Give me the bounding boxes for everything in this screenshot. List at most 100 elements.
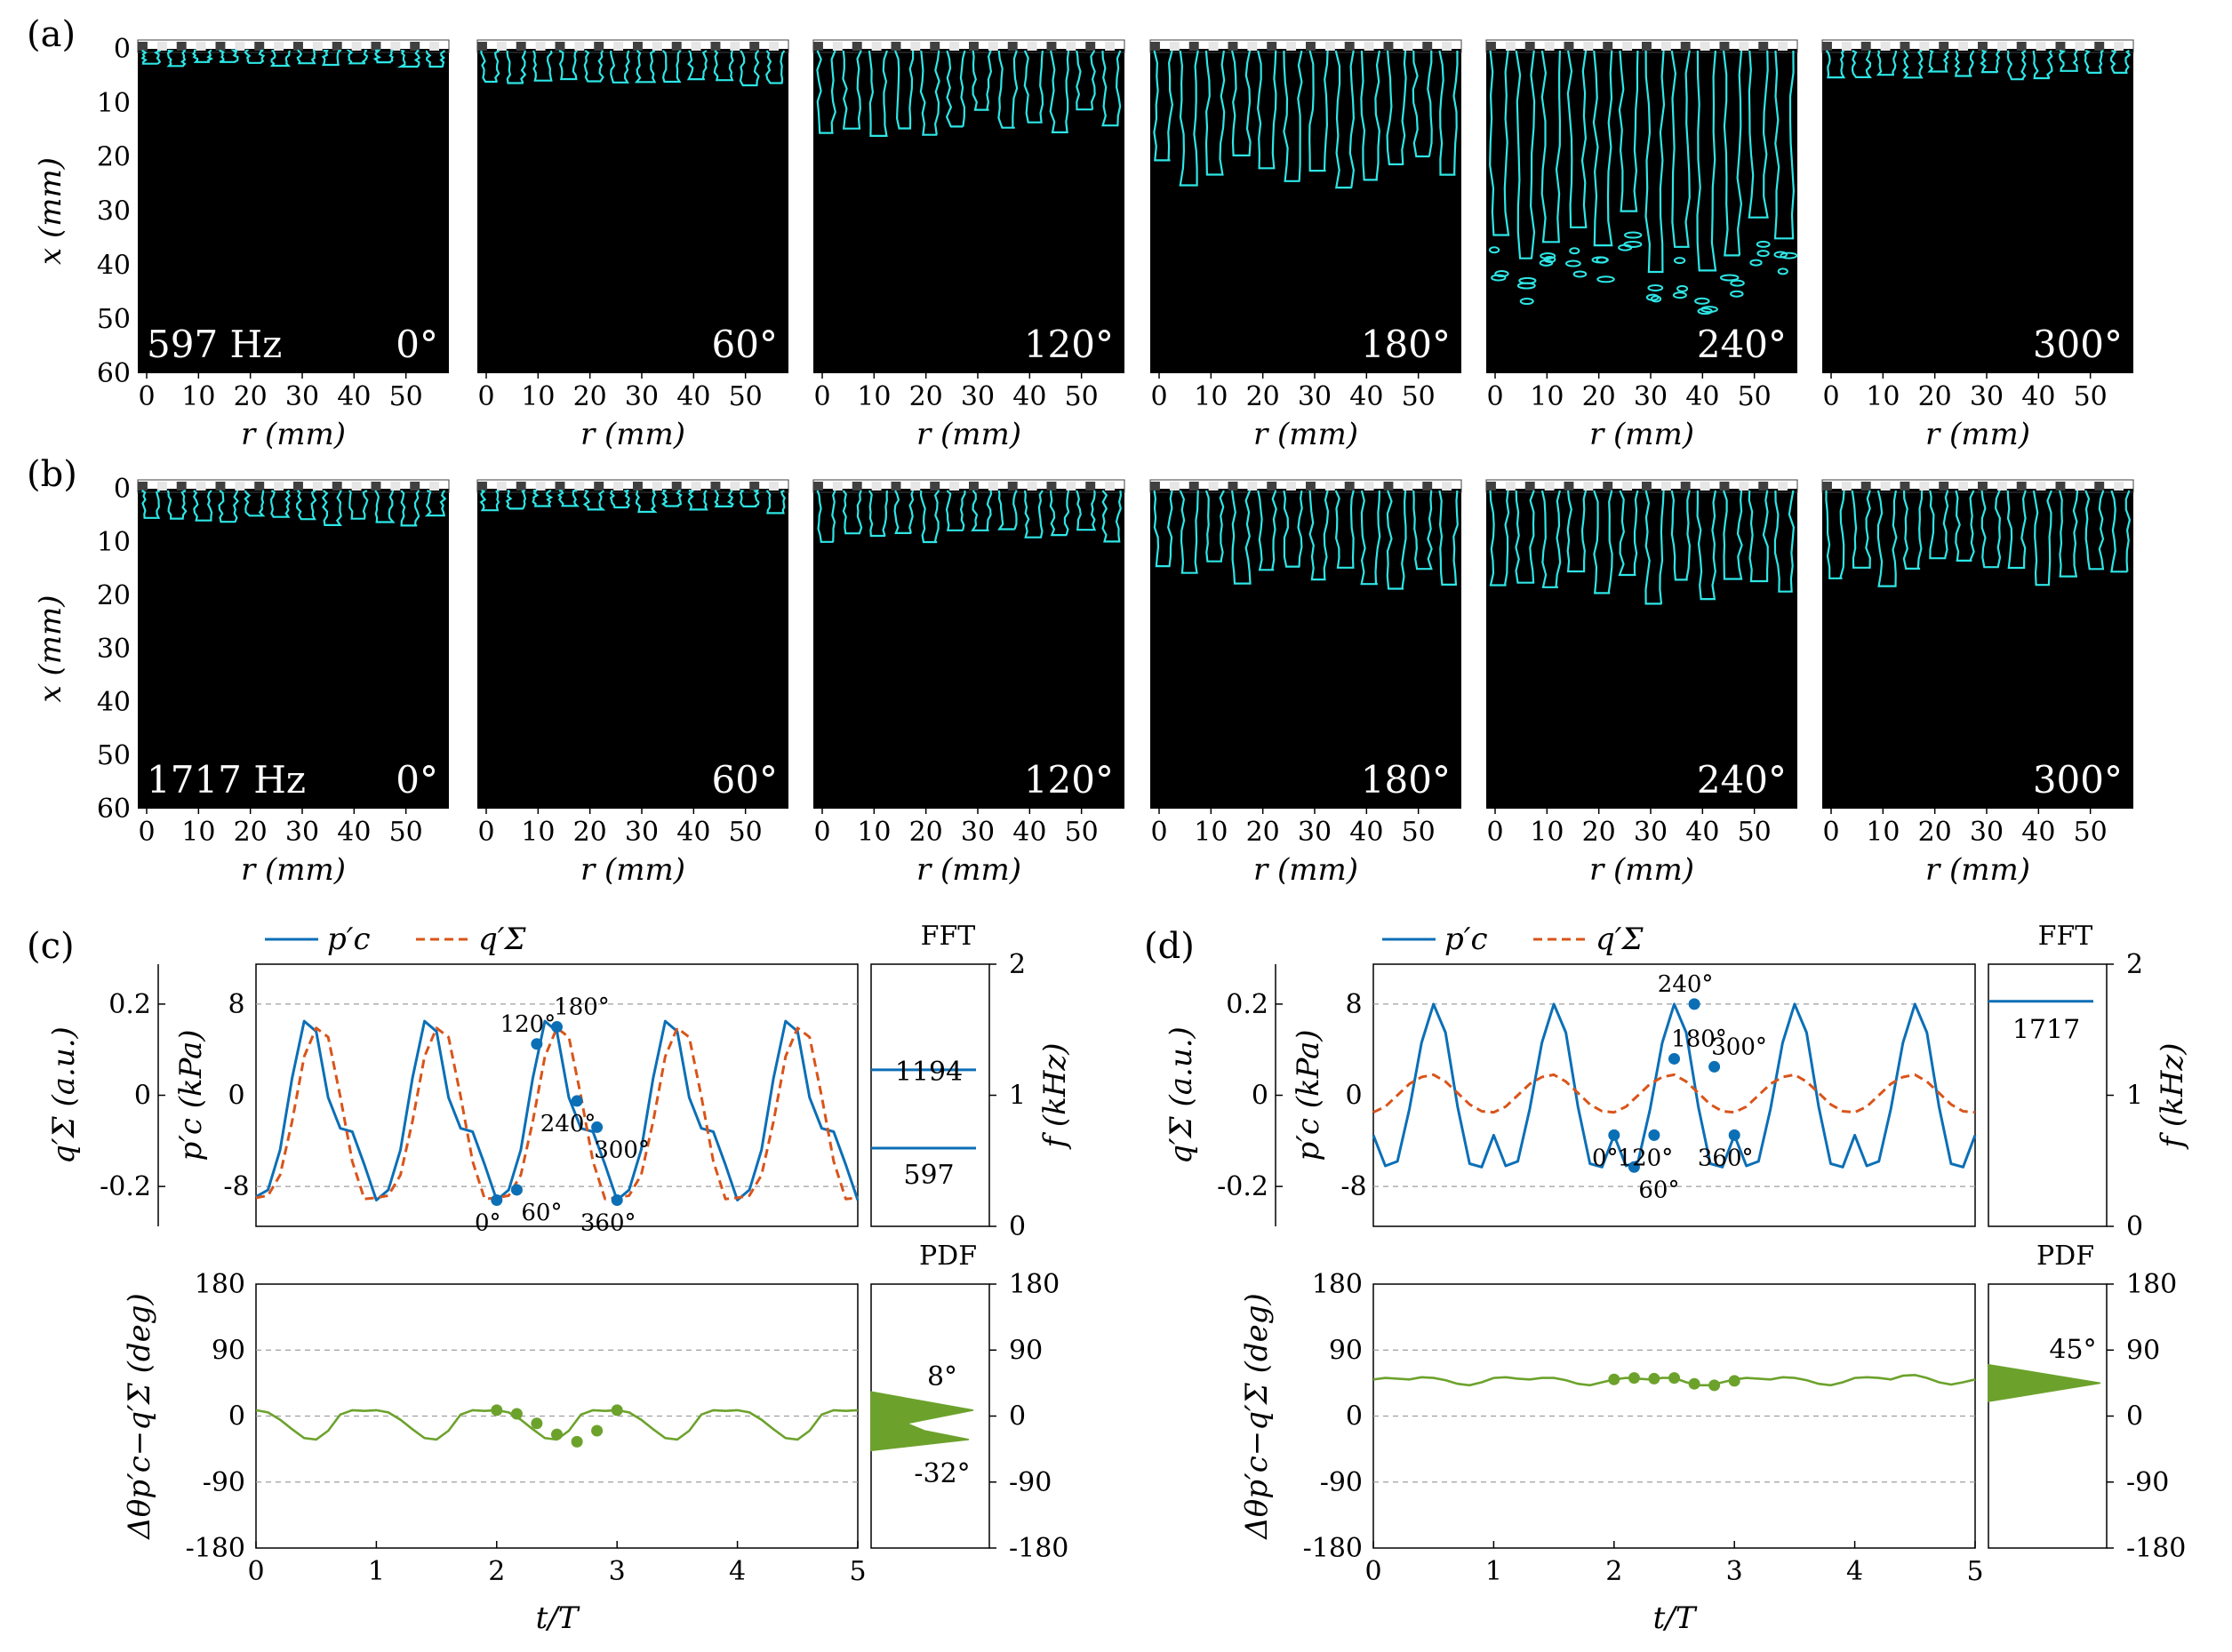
phase-diff-marker [1608, 1373, 1620, 1385]
flame-edge [1489, 490, 1510, 587]
nozzle-strip [969, 42, 979, 51]
x-tick-label: 50 [729, 817, 763, 848]
fft-axis-label: f (kHz) [1037, 1042, 1073, 1150]
nozzle-strip [1719, 42, 1730, 51]
x-tick-label: 10 [857, 381, 891, 412]
nozzle-strip [813, 42, 823, 51]
phase-diff-axis-label: Δθp′c−q′Σ (deg) [122, 1293, 157, 1541]
nozzle-strip [1267, 482, 1277, 491]
legend: p′c q′Σ [265, 922, 526, 957]
nozzle-strip [832, 482, 843, 491]
nozzle-strip [196, 482, 206, 491]
y-tick-label: 0 [114, 474, 131, 505]
x-tick-label: 5 [1966, 1556, 1983, 1587]
nozzle-strip [2075, 42, 2085, 51]
nozzle-strip [235, 482, 245, 491]
nozzle-strip-frame [137, 39, 450, 53]
flame-pocket [1596, 275, 1615, 283]
flame-edge [1257, 490, 1277, 571]
nozzle-strip [312, 482, 323, 491]
nozzle-strip-frame [812, 479, 1125, 493]
y-tick-label: 10 [97, 527, 131, 558]
x-tick-label: 40 [2021, 381, 2055, 412]
x-axis-label: r (mm) [1589, 417, 1694, 452]
nozzle-strip [1247, 482, 1258, 491]
series-line-q [255, 1026, 859, 1201]
flame-edge [374, 490, 396, 523]
flame-pocket [1494, 270, 1509, 278]
nozzle-strip [1442, 482, 1452, 491]
flame-edge [321, 490, 342, 526]
nozzle-strip [1958, 42, 1969, 51]
pdf-shape [1988, 1363, 2101, 1402]
fft-tick-label: 0 [2126, 1211, 2143, 1242]
nozzle-strip [1583, 42, 1594, 51]
flame-edge [1723, 490, 1743, 580]
flame-pocket [1777, 267, 1788, 275]
x-tick-label: 50 [1065, 381, 1099, 412]
flame-edge [1283, 490, 1303, 568]
flame-image-background [1150, 49, 1461, 373]
flame-edge [2006, 490, 2027, 570]
nozzle-strip [254, 42, 265, 51]
flame-edge [1386, 490, 1407, 590]
p-tick-label: 8 [228, 989, 244, 1020]
flame-edge [765, 489, 786, 515]
nozzle-strip [429, 42, 440, 51]
flame-pocket [1756, 250, 1770, 258]
flame-edge [1101, 490, 1123, 543]
x-tick-label: 20 [1918, 817, 1952, 848]
x-tick-label: 50 [1738, 381, 1772, 412]
flame-edge [610, 50, 630, 84]
x-axis-label: t/T [1653, 1600, 1698, 1636]
flame-edge [1927, 49, 1949, 73]
nozzle-strip [1442, 42, 1452, 51]
flame-edge [2084, 49, 2104, 74]
nozzle-strip [371, 482, 381, 491]
x-tick-label: 40 [337, 381, 371, 412]
flame-edge [1773, 490, 1796, 593]
flame-edge [1929, 490, 1949, 560]
nozzle-strip [1642, 482, 1652, 491]
phase-marker [1708, 1060, 1721, 1073]
x-axis-label: r (mm) [241, 417, 346, 452]
x-axis-label: r (mm) [580, 417, 685, 452]
phase-diff-tick-label: 180 [1312, 1269, 1363, 1300]
x-tick-label: 0 [1364, 1556, 1381, 1587]
nozzle-strip [1286, 42, 1297, 51]
nozzle-strip [410, 42, 420, 51]
flame-panel: 597 Hz 0° 0 10 20 30 40 50 r (mm) 0 10 20 30 40 50 60 x … [33, 34, 450, 452]
flame-edge [1593, 490, 1613, 595]
nozzle-strip [852, 482, 862, 491]
flame-edge [1204, 50, 1226, 176]
phase-diff-tick-label: -90 [1320, 1467, 1363, 1498]
flame-edge [2084, 490, 2105, 571]
flame-edge [1722, 50, 1743, 257]
phase-diff-marker [1668, 1372, 1680, 1385]
flame-panel: 1717 Hz 0° 0 10 20 30 40 50 r (mm) 0 10 20 30 40 50 60 x… [33, 474, 450, 888]
flame-edge [1902, 490, 1924, 570]
phase-label: 180° [1361, 758, 1451, 802]
nozzle-strip [1880, 42, 1891, 51]
x-tick-label: 0 [1822, 817, 1839, 848]
nozzle-strip [1150, 482, 1160, 491]
nozzle-strip [1066, 482, 1076, 491]
nozzle-strip [1822, 482, 1832, 491]
flame-edge [166, 490, 188, 520]
flame-pocket [1540, 252, 1556, 260]
flame-edge [1489, 50, 1510, 236]
x-tick-label: 20 [1582, 817, 1616, 848]
nozzle-strip [351, 42, 362, 51]
flame-image-background [138, 49, 449, 373]
flame-edge [558, 50, 578, 81]
flame-pocket [1564, 259, 1581, 267]
flame-edge [2059, 490, 2079, 578]
nozzle-strip [813, 482, 823, 491]
nozzle-strip [1860, 42, 1871, 51]
flame-edge [1670, 490, 1692, 581]
x-axis-label: r (mm) [241, 852, 346, 888]
q-tick-label: 0.2 [108, 989, 151, 1020]
phase-marker-label: 120° [500, 1011, 556, 1038]
nozzle-strip [852, 42, 862, 51]
phase-diff-marker [491, 1404, 503, 1417]
